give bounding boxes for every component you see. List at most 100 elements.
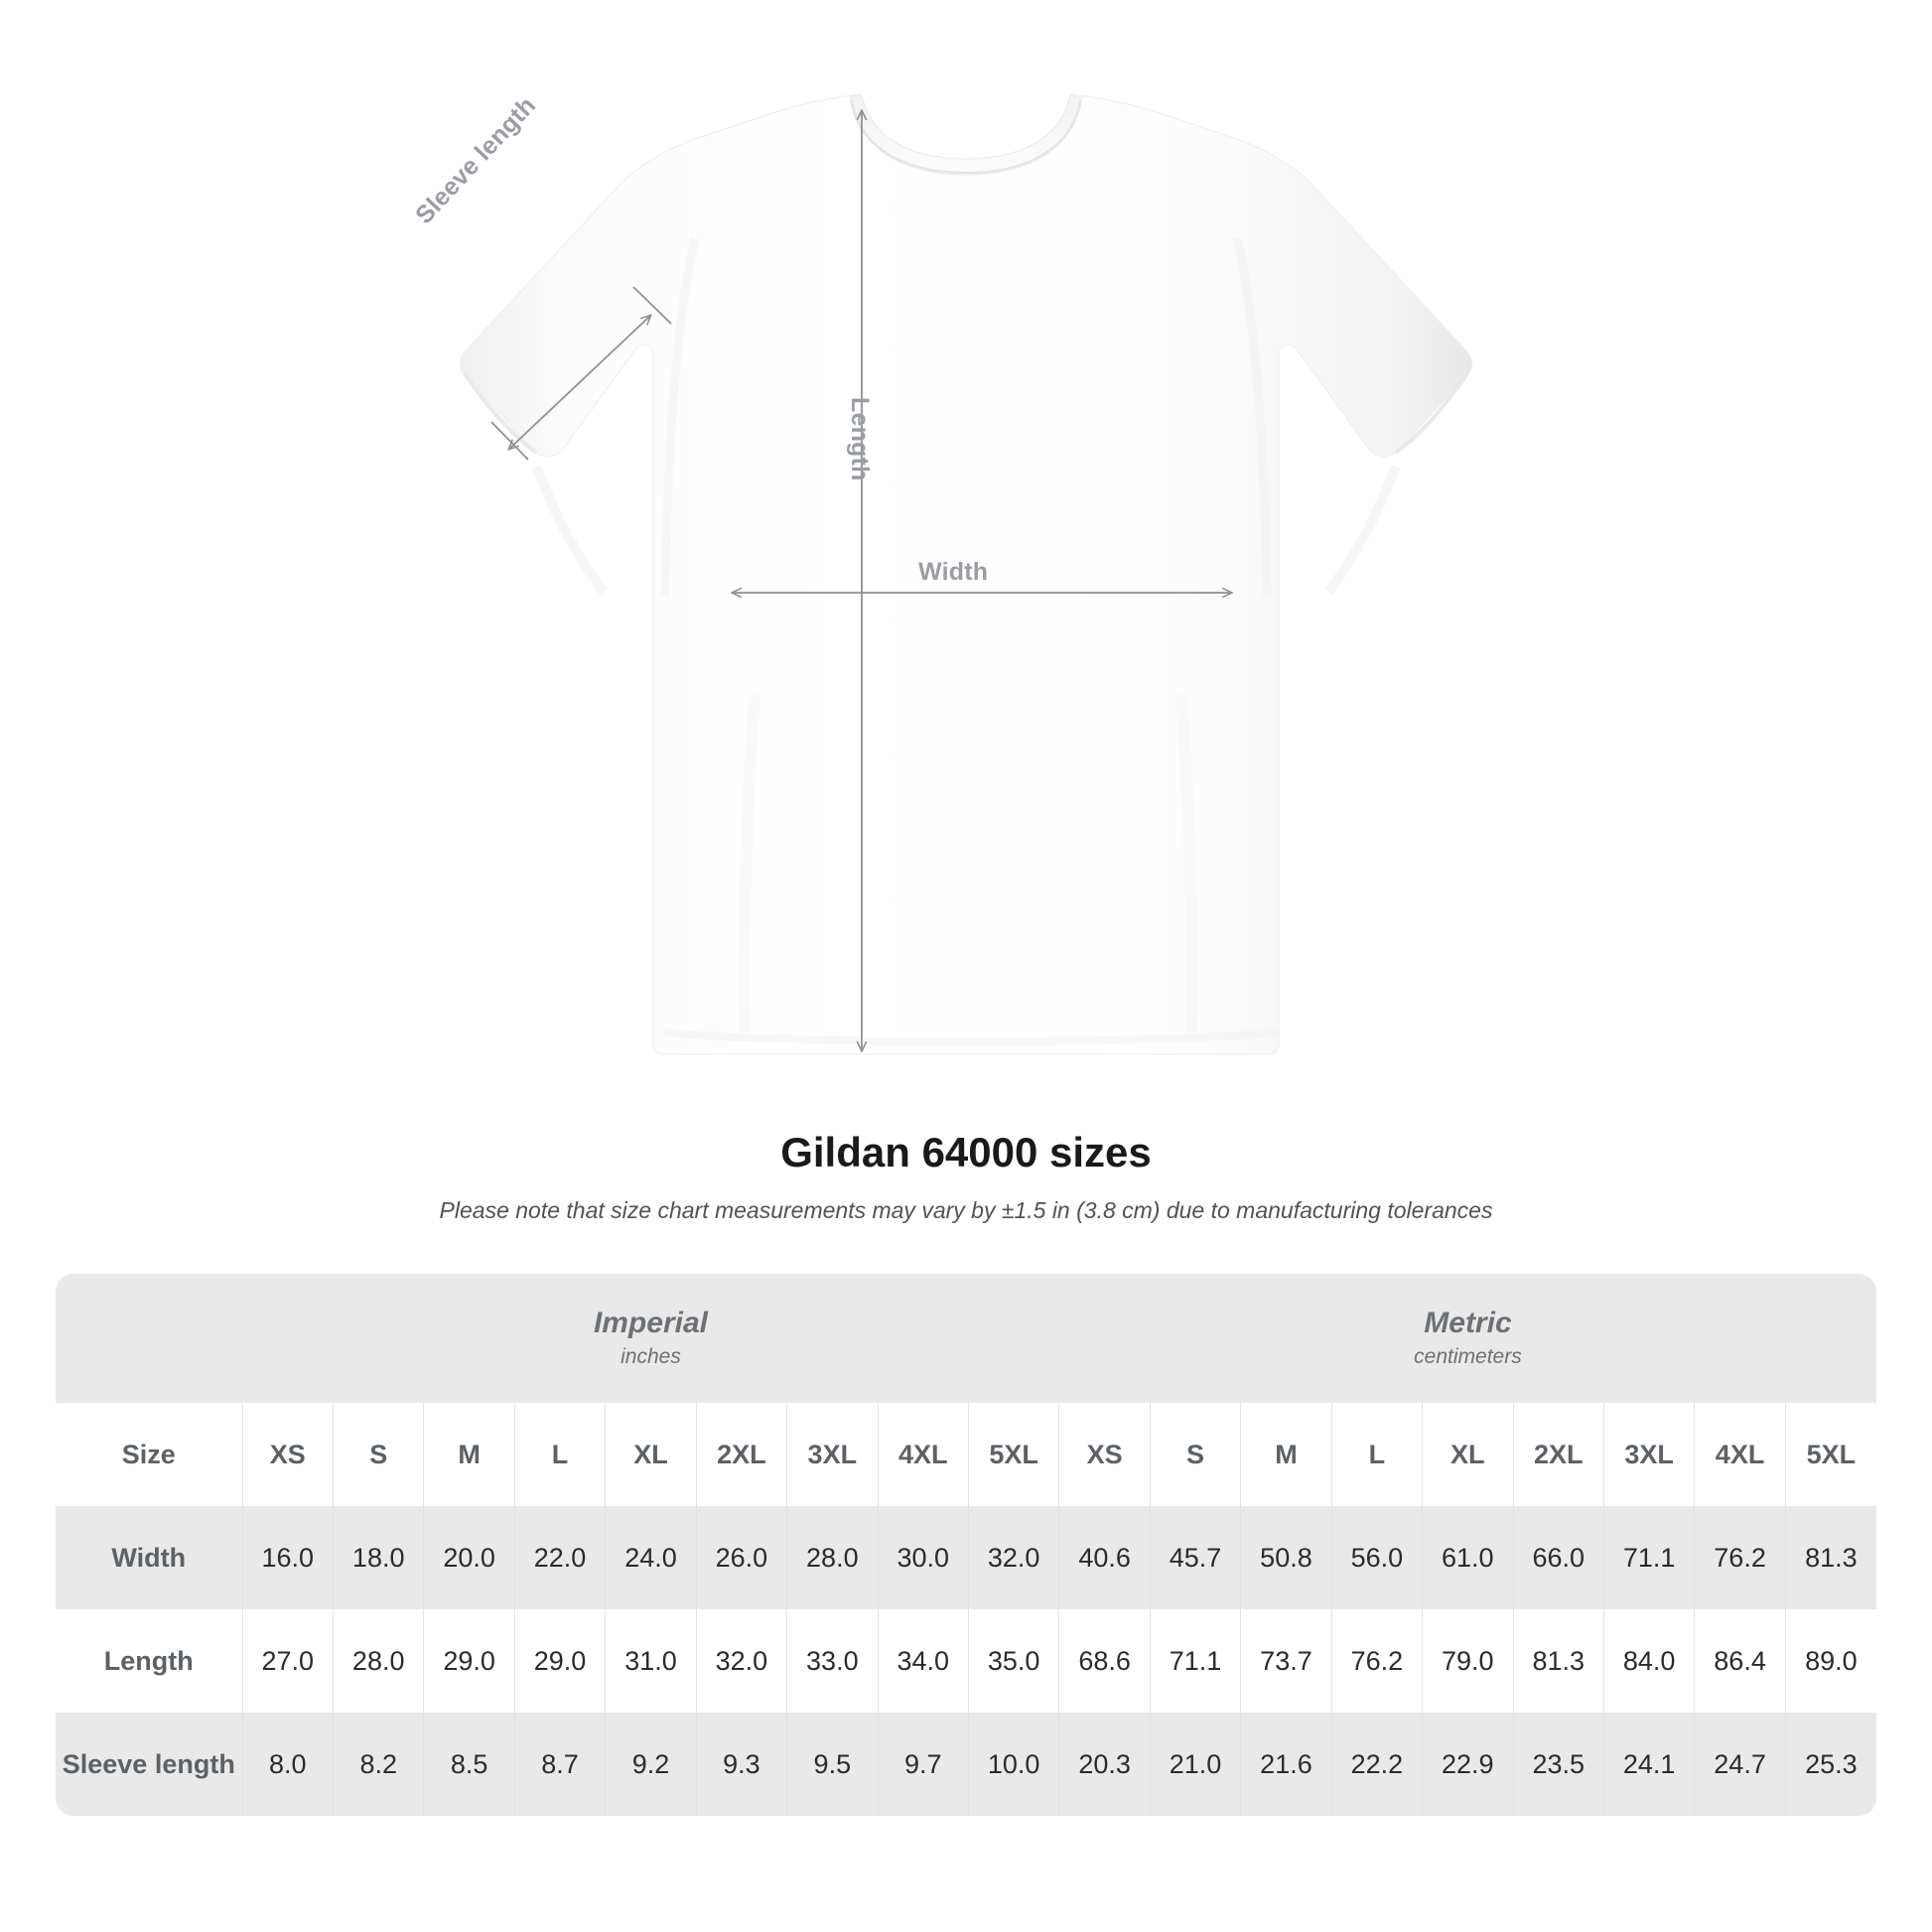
measurement-cell: 81.3 bbox=[1512, 1609, 1604, 1713]
measurement-row-label: Width bbox=[56, 1506, 243, 1609]
measurement-cell: 26.0 bbox=[695, 1506, 787, 1609]
length-label: Length bbox=[846, 397, 874, 482]
measurement-cell: 25.3 bbox=[1784, 1713, 1876, 1816]
measurement-cell: 32.0 bbox=[695, 1609, 787, 1713]
size-header-cell: 2XL bbox=[695, 1403, 787, 1506]
measurement-cell: 20.3 bbox=[1058, 1713, 1151, 1816]
size-header-cell: 3XL bbox=[786, 1403, 879, 1506]
measurement-cell: 8.2 bbox=[332, 1713, 424, 1816]
size-header-row: Size XS S M L XL 2XL 3XL 4XL 5XL XS S M L XL 2XL 3XL 4XL… bbox=[56, 1403, 1876, 1506]
unit-group-spacer bbox=[56, 1274, 243, 1403]
measurement-cell: 29.0 bbox=[423, 1609, 515, 1713]
measurement-cell: 22.0 bbox=[513, 1506, 606, 1609]
width-label: Width bbox=[918, 558, 989, 586]
measurement-cell: 33.0 bbox=[786, 1609, 879, 1713]
size-header-cell: XL bbox=[1422, 1403, 1514, 1506]
measurement-cell: 61.0 bbox=[1422, 1506, 1514, 1609]
measurement-cell: 21.0 bbox=[1149, 1713, 1241, 1816]
table-row: Length 27.0 28.0 29.0 29.0 31.0 32.0 33.0 34.0 35… bbox=[56, 1609, 1876, 1713]
unit-group-metric: Metric centimeters bbox=[1058, 1274, 1876, 1403]
unit-group-row: Imperial inches Metric centimeters bbox=[56, 1274, 1876, 1403]
size-header-cell: XS bbox=[241, 1403, 334, 1506]
measurement-cell: 56.0 bbox=[1330, 1506, 1423, 1609]
measurement-cell: 27.0 bbox=[241, 1609, 334, 1713]
size-header-cell: S bbox=[332, 1403, 424, 1506]
measurement-cell: 18.0 bbox=[332, 1506, 424, 1609]
measurement-cell: 71.1 bbox=[1602, 1506, 1695, 1609]
size-header-label: Size bbox=[56, 1403, 243, 1506]
measurement-cell: 10.0 bbox=[967, 1713, 1059, 1816]
measurement-cell: 89.0 bbox=[1784, 1609, 1876, 1713]
measurement-cell: 8.5 bbox=[423, 1713, 515, 1816]
measurement-cell: 30.0 bbox=[877, 1506, 969, 1609]
sleeve-tick-top bbox=[632, 286, 672, 325]
size-header-cell: XL bbox=[605, 1403, 697, 1506]
size-header-cell: 4XL bbox=[1694, 1403, 1786, 1506]
measurement-cell: 84.0 bbox=[1602, 1609, 1695, 1713]
size-header-cell: M bbox=[423, 1403, 515, 1506]
fabric-folds bbox=[531, 237, 1401, 1045]
measurement-cell: 24.0 bbox=[605, 1506, 697, 1609]
measurement-cell: 32.0 bbox=[967, 1506, 1059, 1609]
tshirt-measurement-diagram: Sleeve length Length Width bbox=[410, 91, 1473, 1055]
sleeve-tick-bottom bbox=[490, 421, 529, 461]
measurement-cell: 71.1 bbox=[1149, 1609, 1241, 1713]
size-header-cell: 4XL bbox=[877, 1403, 969, 1506]
size-header-cell: 5XL bbox=[967, 1403, 1059, 1506]
measurement-cell: 81.3 bbox=[1784, 1506, 1876, 1609]
measurement-cell: 16.0 bbox=[241, 1506, 334, 1609]
measurement-cell: 22.9 bbox=[1422, 1713, 1514, 1816]
measurement-cell: 20.0 bbox=[423, 1506, 515, 1609]
size-header-cell: XS bbox=[1058, 1403, 1151, 1506]
measurement-cell: 9.3 bbox=[695, 1713, 787, 1816]
measurement-cell: 68.6 bbox=[1058, 1609, 1151, 1713]
tshirt-illustration bbox=[459, 93, 1473, 1055]
page-title: Gildan 64000 sizes bbox=[780, 1129, 1152, 1175]
measurement-cell: 9.2 bbox=[605, 1713, 697, 1816]
measurement-cell: 34.0 bbox=[877, 1609, 969, 1713]
measurement-cell: 22.2 bbox=[1330, 1713, 1423, 1816]
measurement-cell: 76.2 bbox=[1694, 1506, 1786, 1609]
measurement-cell: 73.7 bbox=[1240, 1609, 1332, 1713]
measurement-cell: 23.5 bbox=[1512, 1713, 1604, 1816]
measurement-cell: 79.0 bbox=[1422, 1609, 1514, 1713]
measurement-cell: 40.6 bbox=[1058, 1506, 1151, 1609]
size-header-cell: L bbox=[513, 1403, 606, 1506]
measurement-cell: 9.7 bbox=[877, 1713, 969, 1816]
size-header-cell: 2XL bbox=[1512, 1403, 1604, 1506]
size-header-cell: 5XL bbox=[1784, 1403, 1876, 1506]
measurement-cell: 29.0 bbox=[513, 1609, 606, 1713]
measurement-row-label: Length bbox=[56, 1609, 243, 1713]
size-chart-table-wrapper: Imperial inches Metric centimeters Size … bbox=[56, 1274, 1876, 1816]
sleeve-length-guide-line bbox=[509, 316, 650, 449]
measurement-row-label: Sleeve length bbox=[56, 1713, 243, 1816]
size-header-cell: 3XL bbox=[1602, 1403, 1695, 1506]
measurement-cell: 76.2 bbox=[1330, 1609, 1423, 1713]
size-header-cell: S bbox=[1149, 1403, 1241, 1506]
measurement-cell: 24.7 bbox=[1694, 1713, 1786, 1816]
size-header-cell: L bbox=[1330, 1403, 1423, 1506]
size-chart-table: Imperial inches Metric centimeters Size … bbox=[56, 1274, 1876, 1816]
unit-group-imperial: Imperial inches bbox=[242, 1274, 1059, 1403]
measurement-cell: 24.1 bbox=[1602, 1713, 1695, 1816]
measurement-cell: 9.5 bbox=[786, 1713, 879, 1816]
chart-header: Gildan 64000 sizes Please note that size… bbox=[0, 1129, 1932, 1224]
table-row: Width 16.0 18.0 20.0 22.0 24.0 26.0 28.0 30.0 32.… bbox=[56, 1506, 1876, 1609]
measurement-cell: 45.7 bbox=[1149, 1506, 1241, 1609]
measurement-cell: 8.7 bbox=[513, 1713, 606, 1816]
tolerance-note: Please note that size chart measurements… bbox=[439, 1197, 1493, 1224]
table-row: Sleeve length 8.0 8.2 8.5 8.7 9.2 9.3 9.5 9.7 10.… bbox=[56, 1713, 1876, 1816]
unit-group-imperial-name: Imperial bbox=[593, 1306, 709, 1339]
unit-group-imperial-unit: inches bbox=[621, 1345, 681, 1368]
size-header-cell: M bbox=[1240, 1403, 1332, 1506]
measurement-cell: 86.4 bbox=[1694, 1609, 1786, 1713]
measurement-cell: 35.0 bbox=[967, 1609, 1059, 1713]
measurement-cell: 28.0 bbox=[332, 1609, 424, 1713]
measurement-cell: 66.0 bbox=[1512, 1506, 1604, 1609]
measurement-cell: 50.8 bbox=[1240, 1506, 1332, 1609]
unit-group-metric-name: Metric bbox=[1424, 1306, 1512, 1339]
unit-group-metric-unit: centimeters bbox=[1414, 1345, 1522, 1368]
measurement-cell: 8.0 bbox=[241, 1713, 334, 1816]
measurement-cell: 28.0 bbox=[786, 1506, 879, 1609]
